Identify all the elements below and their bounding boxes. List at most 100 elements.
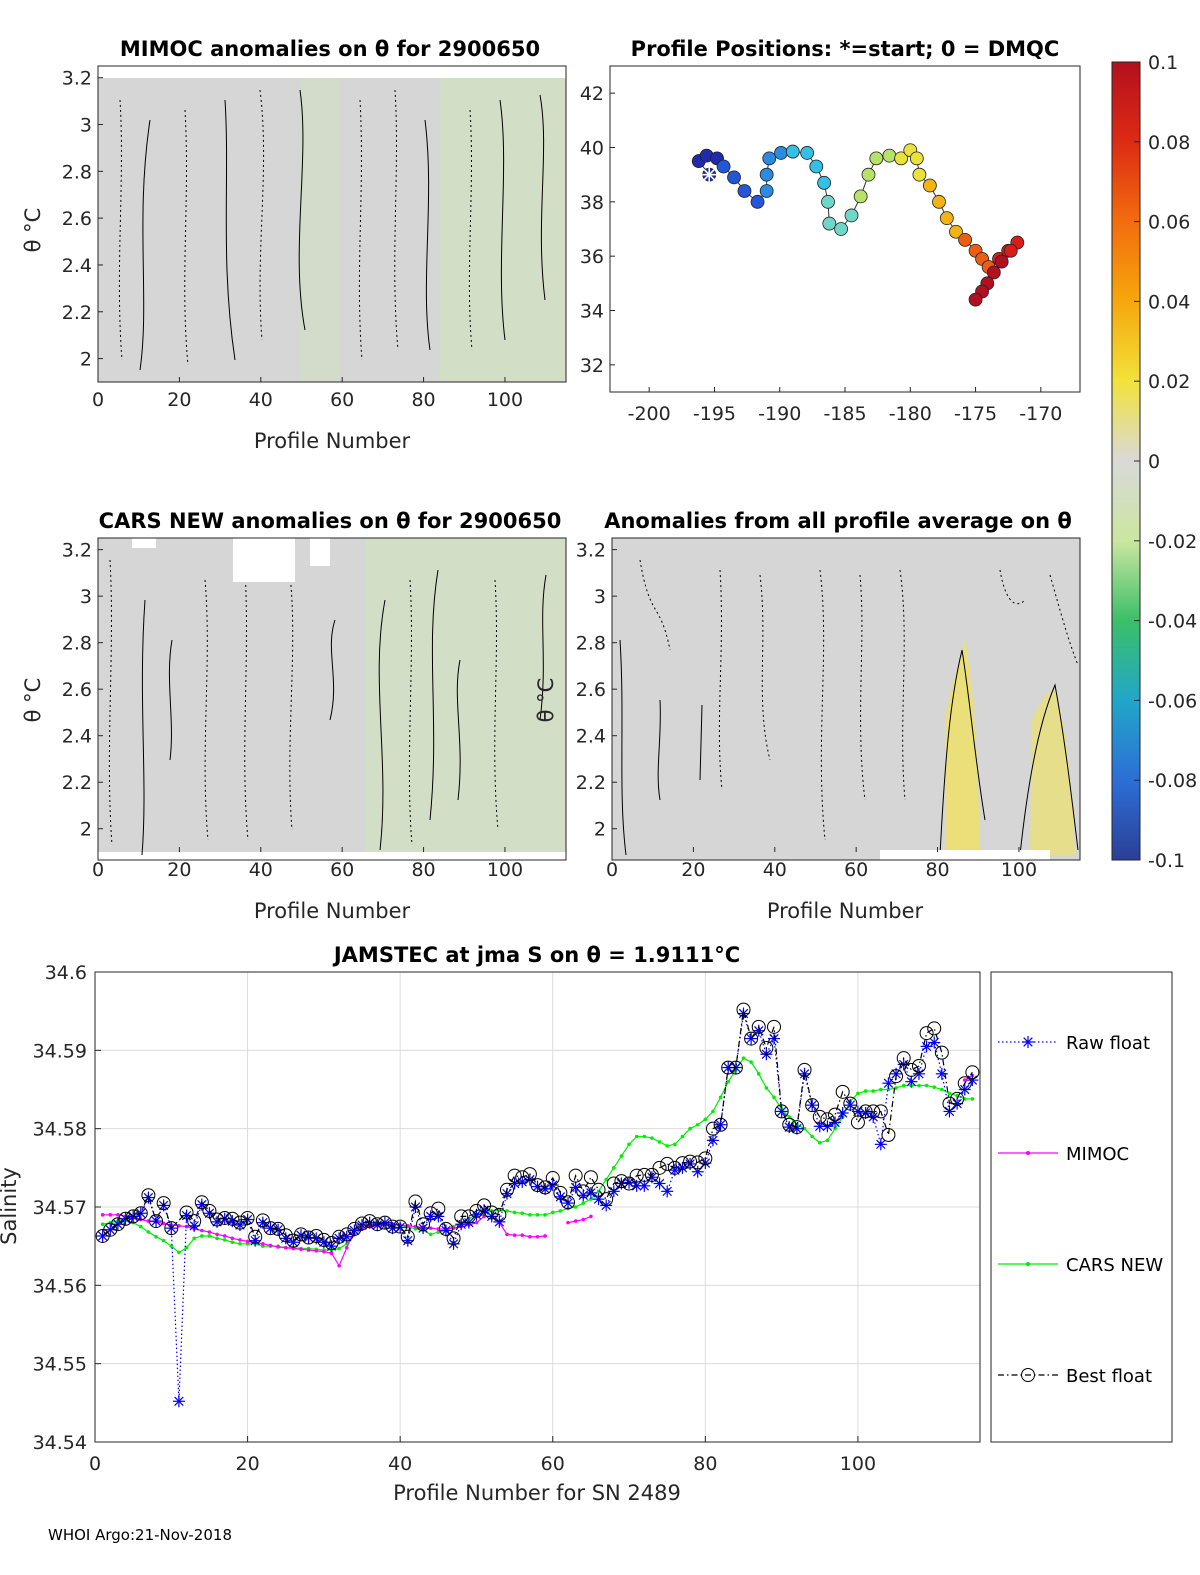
cars-new-point: [238, 1242, 242, 1246]
best-float-point: [355, 1216, 370, 1231]
colorbar-tick-label: 0.1: [1148, 52, 1178, 74]
average-contours: [619, 639, 1079, 856]
footer-stamp: WHOI Argo:21-Nov-2018: [48, 1526, 232, 1544]
best-float-point: [652, 1160, 667, 1175]
y-tick-label: 2.4: [576, 726, 606, 748]
profile-position-point: [909, 151, 924, 166]
x-tick-label: 100: [487, 859, 523, 881]
best-float-point: [713, 1117, 728, 1132]
profile-position-point: [869, 151, 884, 166]
best-float-point: [957, 1076, 972, 1091]
legend-item: Raw float: [998, 1033, 1150, 1054]
cars-new-point: [161, 1238, 166, 1243]
best-float-point: [423, 1206, 438, 1221]
mimoc-point: [283, 1245, 288, 1250]
best-float-point: [789, 1120, 804, 1135]
cars-new-point: [673, 1142, 677, 1147]
cars-new-point: [589, 1197, 593, 1201]
raw-float-point: [661, 1185, 674, 1198]
x-tick-label: 60: [541, 1453, 565, 1475]
best-float-point: [492, 1207, 507, 1222]
cars-new-point: [581, 1201, 586, 1205]
profile-position-point: [834, 222, 848, 236]
x-tick-label: 80: [693, 1453, 717, 1475]
legend-marker: [1026, 1262, 1030, 1266]
raw-float-point: [249, 1234, 262, 1247]
best-float-point: [705, 1121, 720, 1136]
mimoc-axes: [97, 65, 567, 383]
cars-new-point: [680, 1134, 685, 1139]
best-float-point: [110, 1217, 125, 1232]
y-tick-label: 3: [80, 586, 92, 608]
best-float-point: [332, 1229, 347, 1244]
legend-label: CARS NEW: [1066, 1255, 1163, 1276]
x-tick-label: 20: [681, 859, 705, 881]
best-float-point: [950, 1091, 965, 1106]
salinity-ticks: 0 20 40 60 80 100 34.54 34.55 34.56 34.57 34.58 34.…: [33, 962, 876, 1475]
best-float-point: [942, 1096, 957, 1111]
best-float-line: [102, 1009, 973, 1244]
y-tick-label: 3: [80, 115, 92, 137]
mimoc-point: [512, 1233, 517, 1237]
colorbar-tick-label: -0.08: [1148, 770, 1197, 792]
legend-label: Best float: [1066, 1366, 1152, 1387]
cars-new-point: [856, 1091, 860, 1096]
best-float-point: [759, 1040, 774, 1055]
cars-new-point: [428, 1232, 433, 1237]
mimoc-point: [573, 1219, 578, 1223]
best-float-point: [103, 1222, 118, 1237]
salinity-series: [95, 1002, 980, 1408]
raw-float-point: [142, 1191, 155, 1204]
y-tick-label: 2.8: [62, 633, 92, 655]
y-tick-label: 34.55: [33, 1354, 87, 1376]
best-float-point: [667, 1160, 682, 1175]
legend-box: [990, 971, 1173, 1443]
best-float-point: [683, 1154, 698, 1169]
cars-new-point: [695, 1122, 700, 1127]
mimoc-point: [428, 1226, 433, 1230]
x-tick-label: 20: [235, 1453, 259, 1475]
best-float-point: [164, 1221, 179, 1236]
cars-new-point: [207, 1234, 212, 1238]
profile-position-point: [968, 292, 983, 307]
cars-contours: [141, 569, 547, 856]
salinity-title: JAMSTEC at jma S on θ = 1.9111°C: [332, 943, 740, 967]
best-float-point: [820, 1112, 835, 1127]
salinity-ylabel: Salinity: [0, 1167, 21, 1245]
raw-float-point: [691, 1165, 704, 1178]
profile-position-point: [912, 167, 927, 182]
y-tick-label: 2.6: [576, 679, 606, 701]
best-float-point: [583, 1170, 598, 1185]
positions-track: [691, 143, 1025, 307]
best-float-point: [690, 1155, 705, 1170]
x-tick-label: -185: [823, 403, 866, 425]
best-float-point: [622, 1176, 637, 1191]
best-float-point: [477, 1198, 492, 1213]
best-float-point: [187, 1214, 202, 1229]
raw-float-point: [195, 1198, 208, 1211]
mimoc-dotted-contours: [118, 89, 473, 366]
best-float-point: [339, 1227, 354, 1242]
best-float-point: [210, 1212, 225, 1227]
salinity-legend: Raw float MIMOC CARS NEW Best float: [990, 971, 1173, 1443]
x-tick-label: 40: [249, 859, 273, 881]
best-float-point: [225, 1211, 240, 1226]
y-tick-label: 2: [594, 819, 606, 841]
cars-new-point: [634, 1134, 639, 1139]
raw-float-point: [592, 1193, 605, 1206]
cars-negative-patch: [365, 538, 566, 852]
legend-marker: [1021, 1368, 1035, 1382]
mimoc-point: [306, 1248, 311, 1252]
mimoc-point: [566, 1220, 570, 1225]
profile-position-point: [750, 194, 765, 209]
x-tick-label: 20: [167, 859, 191, 881]
mimoc-point: [116, 1213, 120, 1217]
average-ylabel: θ °C: [534, 678, 558, 723]
raw-float-point: [966, 1074, 979, 1087]
x-tick-label: 40: [763, 859, 787, 881]
x-tick-label: -170: [1019, 403, 1062, 425]
profile-position-point: [958, 232, 973, 247]
cars-new-point: [970, 1097, 975, 1101]
best-float-point: [316, 1232, 331, 1247]
profile-position-point: [774, 146, 788, 160]
